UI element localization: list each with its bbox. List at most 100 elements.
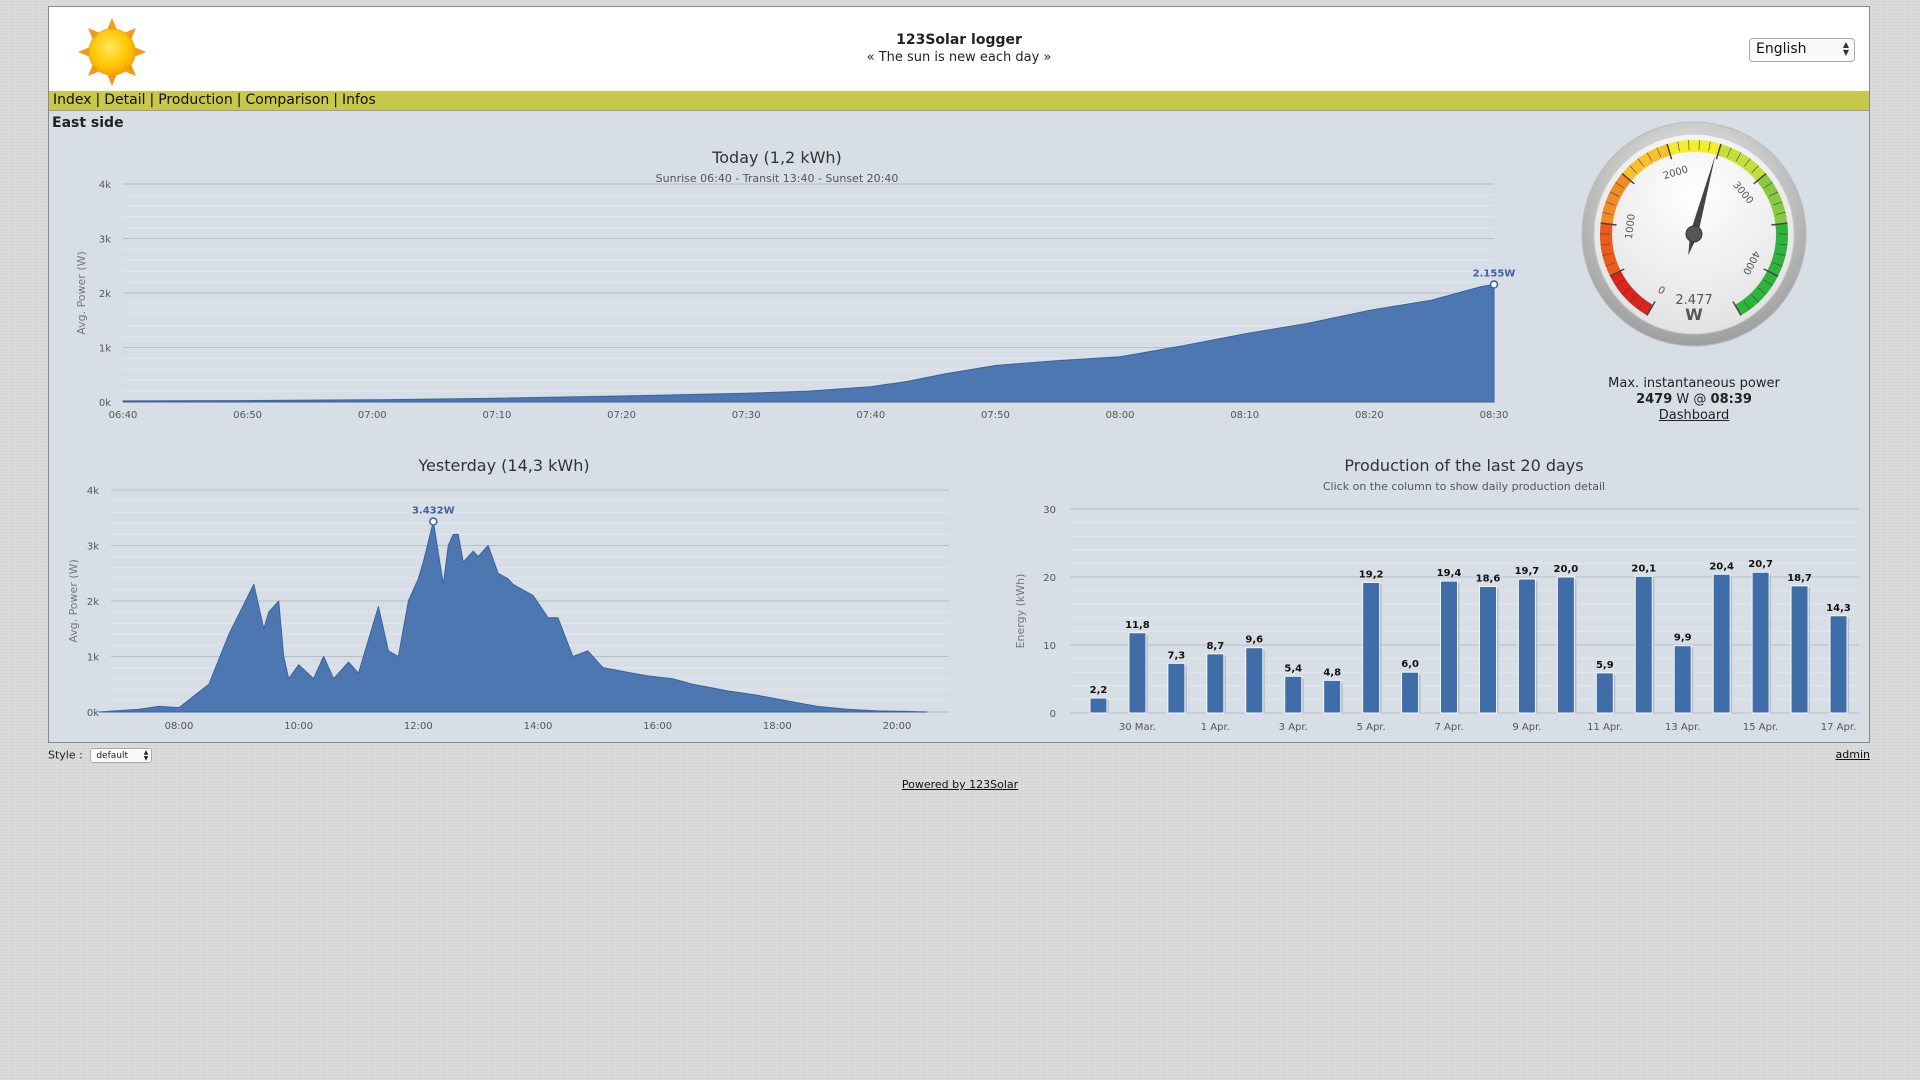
bar-value-label: 19,2: [1359, 569, 1384, 580]
bar-value-label: 9,6: [1245, 635, 1263, 646]
gauge-band: [1600, 173, 1632, 225]
energy-bar[interactable]: [1517, 578, 1536, 714]
yesterday-chart: Yesterday (14,3 kWh) 0k 1k 2k 3k 4k Avg. Power…: [67, 456, 949, 732]
energy-bar[interactable]: [1634, 575, 1653, 714]
energy-bar[interactable]: [1401, 671, 1420, 714]
admin-link[interactable]: admin: [1835, 748, 1870, 761]
bar-value-label: 14,3: [1826, 603, 1851, 614]
x-tick-label: 12:00: [404, 721, 433, 732]
bar-value-label: 8,7: [1206, 641, 1224, 652]
gauge-tick: [1764, 182, 1773, 189]
gauge-tick: [1763, 268, 1779, 277]
y-tick-label: 4k: [99, 180, 111, 191]
bar-value-label: 18,6: [1476, 574, 1501, 585]
energy-bar[interactable]: [1206, 653, 1225, 714]
language-select-value: English: [1756, 41, 1807, 57]
nav-index[interactable]: Index: [53, 92, 92, 108]
x-tick-label: 18:00: [763, 721, 792, 732]
gauge-unit: W: [1685, 305, 1703, 324]
y-axis-label: Energy (kWh): [1014, 574, 1027, 649]
y-tick-label: 10: [1043, 641, 1056, 652]
gauge-band: [1717, 143, 1767, 182]
language-select[interactable]: English ▲ ▼: [1749, 38, 1855, 62]
y-axis-label: Avg. Power (W): [67, 559, 80, 643]
energy-bar[interactable]: [1362, 581, 1381, 714]
energy-bar[interactable]: [1323, 679, 1342, 714]
bar-value-label: 7,3: [1168, 650, 1186, 661]
x-tick-label: 06:50: [233, 410, 262, 421]
x-tick-label: 13 Apr.: [1665, 722, 1700, 733]
gauge-tick: [1605, 262, 1616, 267]
energy-bar[interactable]: [1167, 662, 1186, 714]
chart-title: Production of the last 20 days: [1344, 456, 1583, 475]
y-axis-label: Avg. Power (W): [75, 251, 88, 335]
gauge-tick: [1615, 279, 1624, 286]
energy-bar[interactable]: [1128, 632, 1147, 714]
dashboard-link[interactable]: Dashboard: [1658, 408, 1730, 423]
chart-subtitle: Sunrise 06:40 - Transit 13:40 - Sunset 2…: [656, 172, 899, 185]
energy-bar[interactable]: [1712, 573, 1731, 714]
gauge-tick: [1600, 243, 1611, 246]
gauge-band: [1756, 173, 1788, 225]
energy-bar[interactable]: [1673, 645, 1692, 714]
y-tick-label: 4k: [87, 486, 99, 497]
nav-bar: Index | Detail | Production | Comparison | Infos: [49, 91, 1869, 111]
bar-value-label: 5,9: [1596, 660, 1614, 671]
energy-bar[interactable]: [1284, 675, 1303, 714]
gauge-tick: [1735, 152, 1742, 162]
x-tick-label: 07:20: [607, 410, 636, 421]
y-tick-label: 0: [1050, 709, 1056, 720]
energy-bar[interactable]: [1245, 647, 1264, 714]
nav-separator: |: [149, 92, 155, 108]
x-tick-label: 06:40: [109, 410, 138, 421]
energy-bar[interactable]: [1478, 586, 1497, 714]
energy-bar[interactable]: [1751, 571, 1770, 714]
y-tick-label: 2k: [87, 597, 99, 608]
gauge-pivot: [1685, 225, 1703, 243]
style-select-value: default: [96, 751, 129, 761]
x-tick-label: 16:00: [643, 721, 672, 732]
app-title: 123Solar logger: [896, 32, 1022, 48]
gauge-tick: [1743, 301, 1751, 310]
gauge-tick: [1751, 165, 1759, 174]
x-tick-label: 08:10: [1230, 410, 1259, 421]
gauge-tick: [1764, 279, 1773, 286]
bar-value-label: 20,0: [1554, 564, 1579, 575]
energy-bar[interactable]: [1440, 580, 1459, 714]
nav-production[interactable]: Production: [158, 92, 233, 108]
bar-value-label: 20,1: [1631, 563, 1656, 574]
energy-bar[interactable]: [1829, 615, 1848, 714]
y-tick-label: 1k: [87, 653, 99, 664]
energy-bar[interactable]: [1790, 585, 1809, 714]
energy-bar[interactable]: [1089, 697, 1108, 714]
nav-comparison[interactable]: Comparison: [245, 92, 330, 108]
gauge-tick: [1775, 253, 1786, 256]
gauge-tick: [1751, 294, 1759, 303]
select-arrows-icon: ▲ ▼: [143, 749, 149, 762]
nav-detail[interactable]: Detail: [104, 92, 146, 108]
style-select[interactable]: default ▲ ▼: [90, 748, 153, 763]
x-tick-label: 20:00: [883, 721, 912, 732]
power-area-series: [122, 284, 1495, 403]
gauge-band: [1621, 143, 1671, 182]
max-power-value-line: 2479 W @ 08:39: [1579, 392, 1809, 408]
gauge-tick: [1615, 182, 1624, 189]
x-tick-label: 9 Apr.: [1512, 722, 1541, 733]
energy-bar[interactable]: [1556, 576, 1575, 714]
y-tick-label: 2k: [99, 289, 111, 300]
bar-value-label: 20,4: [1709, 561, 1734, 572]
gauge-tick: [1629, 294, 1637, 303]
gauge-tick: [1732, 301, 1742, 316]
max-power-value: 2479: [1636, 392, 1673, 407]
energy-bar[interactable]: [1595, 672, 1614, 714]
gauge-tick: [1775, 212, 1786, 215]
gauge-tick: [1772, 201, 1783, 206]
nav-infos[interactable]: Infos: [341, 92, 376, 108]
y-tick-label: 20: [1043, 573, 1056, 584]
gauge-tick: [1646, 152, 1653, 162]
gauge-tick: [1609, 191, 1620, 197]
x-tick-label: 07:50: [981, 410, 1010, 421]
x-tick-label: 08:30: [1480, 410, 1509, 421]
powered-by-link[interactable]: Powered by 123Solar: [901, 778, 1019, 791]
